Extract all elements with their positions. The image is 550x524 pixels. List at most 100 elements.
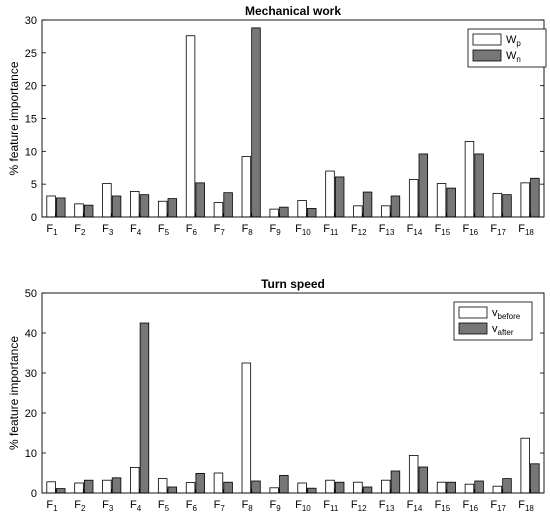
bar-2-11	[334, 176, 345, 218]
bar-2-14	[418, 466, 429, 494]
y-tick-label: 10	[25, 146, 37, 158]
legend-swatch-2	[458, 322, 488, 335]
x-tick-label: F9	[269, 499, 281, 513]
bar-1-3	[102, 183, 112, 218]
bar-2-1	[56, 488, 66, 494]
bar-2-16	[474, 153, 484, 218]
x-tick-label: F18	[518, 499, 534, 513]
x-tick-label: F10	[295, 223, 311, 237]
bar-1-9	[269, 208, 279, 218]
legend-label-2: Wn	[506, 50, 521, 64]
legend-swatch-1	[472, 33, 502, 46]
x-tick-label: F11	[323, 223, 339, 237]
x-tick-label: F8	[242, 223, 254, 237]
bar-1-7	[213, 202, 224, 218]
bar-2-8	[251, 480, 261, 494]
bar-2-8	[251, 27, 261, 218]
bar-2-10	[307, 208, 317, 218]
y-tick-label: 40	[25, 328, 37, 340]
x-tick-label: F2	[74, 499, 86, 513]
bar-2-10	[307, 487, 317, 494]
bar-2-15	[446, 187, 456, 218]
bar-2-3	[111, 195, 122, 218]
x-tick-label: F7	[214, 223, 226, 237]
bar-1-16	[464, 141, 475, 218]
x-tick-label: F4	[130, 223, 142, 237]
x-tick-label: F14	[407, 499, 423, 513]
x-tick-label: F3	[102, 223, 114, 237]
bar-1-5	[157, 478, 168, 494]
bar-2-13	[390, 470, 401, 494]
bar-1-5	[157, 200, 168, 218]
y-tick-label: 30	[25, 368, 37, 380]
bar-2-9	[279, 474, 289, 494]
y-tick-label: 50	[25, 288, 37, 300]
bar-1-15	[436, 481, 447, 494]
legend-label-1: Wp	[506, 34, 521, 48]
y-tick-label: 0	[31, 212, 37, 224]
bar-1-7	[213, 472, 224, 494]
bar-2-14	[418, 153, 429, 218]
bar-1-1	[46, 481, 56, 494]
bar-1-8	[241, 362, 252, 494]
bar-2-6	[195, 472, 205, 494]
bar-1-14	[408, 454, 419, 494]
x-tick-label: F8	[242, 499, 254, 513]
y-tick-label: 15	[25, 114, 37, 126]
bar-1-4	[130, 466, 140, 494]
bar-2-16	[474, 480, 484, 494]
y-tick-label: 30	[25, 15, 37, 27]
bar-2-2	[83, 479, 94, 494]
bar-1-15	[436, 183, 447, 218]
bar-2-17	[502, 194, 512, 218]
bar-2-1	[56, 197, 66, 218]
bar-2-15	[446, 481, 456, 494]
x-tick-label: F15	[435, 223, 451, 237]
bar-2-17	[502, 478, 512, 494]
bar-2-9	[279, 206, 289, 218]
legend: vbefore vafter	[453, 301, 533, 341]
bar-2-3	[111, 477, 122, 494]
legend-swatch-2	[472, 49, 502, 62]
x-tick-label: F3	[102, 499, 114, 513]
x-tick-label: F12	[351, 223, 367, 237]
x-tick-label: F5	[158, 223, 170, 237]
x-tick-label: F17	[490, 223, 506, 237]
legend-label-2: vafter	[492, 323, 514, 337]
bar-1-18	[520, 437, 530, 494]
bar-2-2	[83, 204, 94, 218]
bar-1-8	[241, 156, 252, 218]
bar-1-2	[74, 482, 84, 494]
bar-2-11	[334, 481, 345, 494]
bar-1-1	[46, 195, 56, 218]
x-tick-label: F1	[46, 223, 58, 237]
bar-1-6	[185, 35, 196, 218]
chart-title: Mechanical work	[245, 4, 341, 18]
bar-1-11	[325, 170, 335, 218]
x-tick-label: F12	[351, 499, 367, 513]
y-tick-label: 5	[31, 179, 37, 191]
bar-1-3	[102, 479, 112, 494]
bar-1-14	[408, 179, 419, 218]
y-tick-label: 20	[25, 81, 37, 93]
chart-title: Turn speed	[261, 277, 325, 291]
bar-2-12	[362, 191, 373, 218]
x-tick-label: F6	[186, 499, 198, 513]
x-tick-label: F16	[462, 499, 478, 513]
bar-2-5	[167, 486, 178, 494]
bar-1-9	[269, 487, 279, 494]
legend-label-1: vbefore	[492, 307, 521, 321]
x-tick-label: F15	[435, 499, 451, 513]
bar-2-4	[139, 322, 150, 494]
bar-2-18	[530, 177, 540, 218]
y-tick-label: 10	[25, 448, 37, 460]
bar-2-6	[195, 182, 205, 218]
bar-1-10	[297, 482, 307, 494]
x-tick-label: F13	[379, 223, 395, 237]
x-tick-label: F10	[295, 499, 311, 513]
bar-1-10	[297, 200, 307, 218]
y-tick-label: 25	[25, 48, 37, 60]
bar-1-17	[492, 192, 503, 218]
